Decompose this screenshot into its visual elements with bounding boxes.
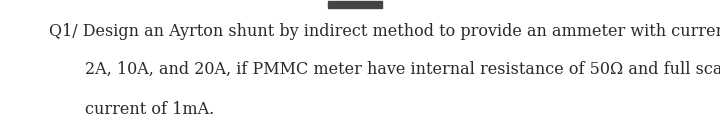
Text: current of 1mA.: current of 1mA. [85,101,215,118]
Text: Q1/ Design an Ayrton shunt by indirect method to provide an ammeter with current: Q1/ Design an Ayrton shunt by indirect m… [49,23,720,40]
Text: 2A, 10A, and 20A, if PMMC meter have internal resistance of 50Ω and full scale: 2A, 10A, and 20A, if PMMC meter have int… [85,60,720,77]
FancyBboxPatch shape [328,1,382,8]
